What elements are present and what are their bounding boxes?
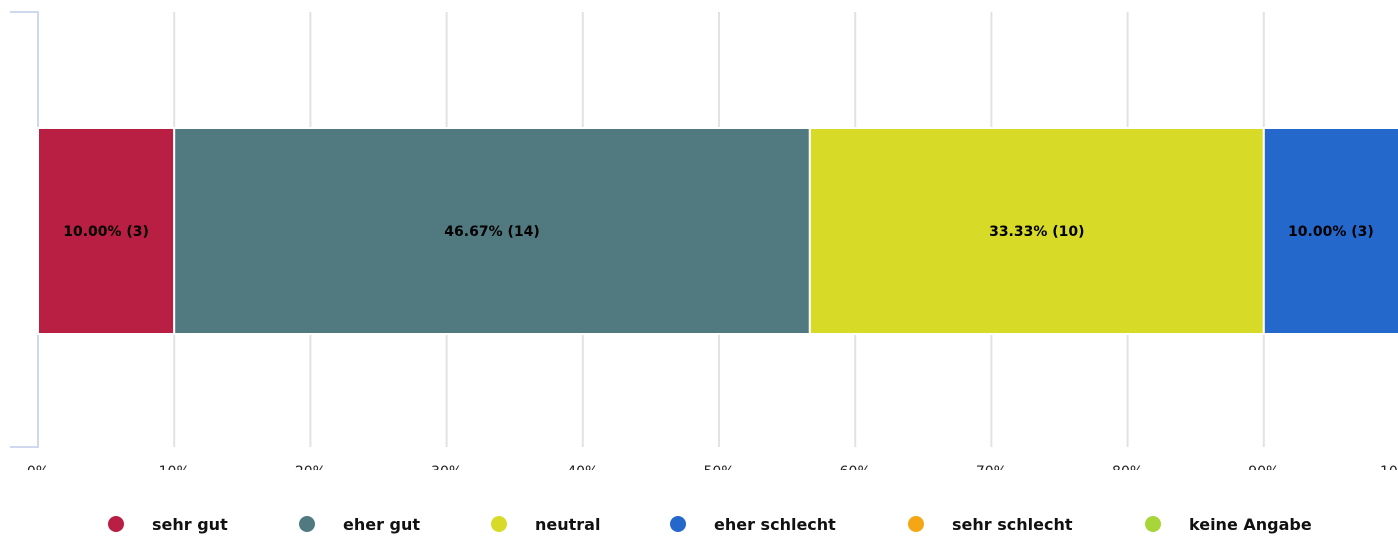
chart-svg: 0% 10% 20% 30% 40% 50% 60% 70% 80% 90% 100% 10.00% … xyxy=(10,11,1398,470)
legend-label: eher gut xyxy=(343,514,421,534)
legend-item[interactable]: eher gut xyxy=(299,506,420,542)
legend-marker-icon xyxy=(908,516,924,532)
bar-segment xyxy=(173,127,811,335)
legend-marker-icon xyxy=(670,516,686,532)
x-tick-label: 100% xyxy=(1380,464,1398,470)
data-label: 33.33% (10) xyxy=(989,224,1084,240)
x-tick-label: 20% xyxy=(295,464,326,470)
legend-label: neutral xyxy=(535,514,601,534)
legend-item[interactable]: sehr schlecht xyxy=(908,506,1072,542)
legend-label: keine Angabe xyxy=(1189,514,1312,534)
legend-item[interactable]: eher schlecht xyxy=(670,506,836,542)
legend-marker-icon xyxy=(299,516,315,532)
x-tick-label: 10% xyxy=(159,464,190,470)
data-label: 46.67% (14) xyxy=(444,224,539,240)
x-tick-label: 60% xyxy=(840,464,871,470)
legend-item[interactable]: neutral xyxy=(491,506,600,542)
legend-marker-icon xyxy=(491,516,507,532)
y-axis-line xyxy=(10,11,39,448)
x-tick-label: 70% xyxy=(976,464,1007,470)
legend-label: sehr schlecht xyxy=(952,514,1073,534)
x-tick-label: 50% xyxy=(703,464,734,470)
chart-legend: sehr gut eher gut neutral eher schlecht sehr… xyxy=(0,506,1398,542)
x-tick-label: 30% xyxy=(431,464,462,470)
data-label: 10.00% (3) xyxy=(63,224,149,240)
data-label: 10.00% (3) xyxy=(1288,224,1374,240)
legend-label: sehr gut xyxy=(152,514,228,534)
bar-segment xyxy=(1262,127,1398,335)
x-tick-label: 0% xyxy=(27,464,49,470)
bar-segment xyxy=(808,127,1265,335)
legend-marker-icon xyxy=(108,516,124,532)
legend-item[interactable]: keine Angabe xyxy=(1145,506,1312,542)
legend-label: eher schlecht xyxy=(714,514,836,534)
x-tick-label: 90% xyxy=(1248,464,1279,470)
legend-item[interactable]: sehr gut xyxy=(108,506,228,542)
x-tick-label: 80% xyxy=(1112,464,1143,470)
x-tick-label: 40% xyxy=(567,464,598,470)
legend-marker-icon xyxy=(1145,516,1161,532)
stacked-bar-chart: 0% 10% 20% 30% 40% 50% 60% 70% 80% 90% 100% 10.00% … xyxy=(10,11,1398,470)
